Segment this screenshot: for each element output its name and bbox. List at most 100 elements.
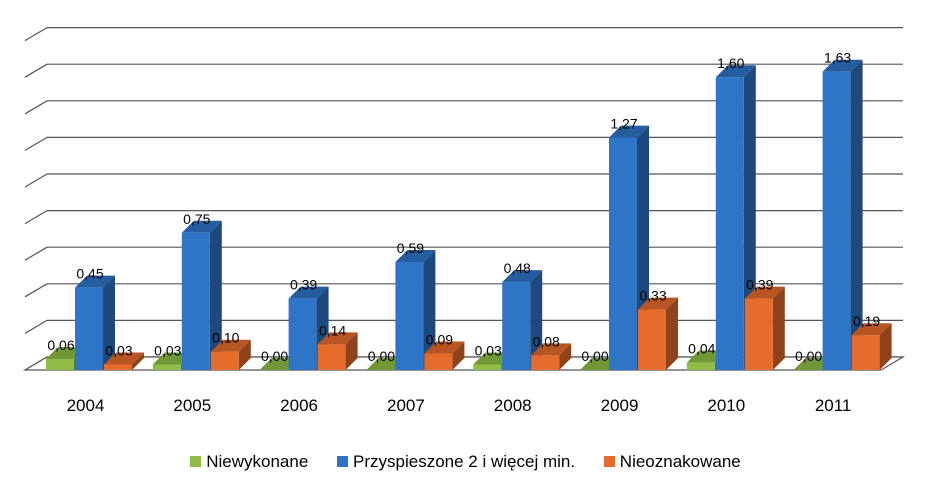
data-label: 1,27 xyxy=(610,116,637,132)
data-label: 1,63 xyxy=(824,50,851,66)
side-wall-gridline xyxy=(24,136,48,151)
bar-top xyxy=(288,286,329,299)
data-label: 0,06 xyxy=(47,337,74,353)
bar-front xyxy=(104,364,132,370)
bar-front xyxy=(424,353,453,370)
bar-side xyxy=(530,270,543,370)
bar-2004-1 xyxy=(75,275,115,370)
bar-side xyxy=(209,220,222,370)
bar-front xyxy=(210,351,239,370)
bar-top xyxy=(744,286,785,299)
bar-2006-2 xyxy=(317,332,358,370)
data-label: 0,48 xyxy=(504,260,531,276)
bar-2010-2 xyxy=(744,286,785,370)
x-axis-tick-labels: 2004 2005 2006 2007 2008 2009 2010 2011 xyxy=(67,396,852,415)
x-tick-label: 2005 xyxy=(173,396,211,415)
data-label: 0,14 xyxy=(319,322,346,338)
bar-side xyxy=(666,297,678,370)
data-label: 0,08 xyxy=(533,333,560,349)
bar-top xyxy=(104,352,144,365)
x-tick-label: 2010 xyxy=(707,396,745,415)
bar-2008-1 xyxy=(502,270,543,370)
bar-top xyxy=(424,341,465,354)
bar-top xyxy=(851,323,892,336)
legend-item-przyspieszone: Przyspieszone 2 i więcej min. xyxy=(337,452,575,472)
bar-front xyxy=(502,282,531,370)
side-wall-gridline xyxy=(24,63,48,78)
x-tick-label: 2009 xyxy=(601,396,639,415)
bars xyxy=(46,59,892,371)
bar-front xyxy=(638,309,666,370)
bar-side xyxy=(345,332,358,370)
legend-swatch-orange xyxy=(603,456,615,467)
bar-side xyxy=(559,343,572,370)
bar-side xyxy=(850,59,863,371)
bar-front xyxy=(851,335,880,370)
bar-top xyxy=(395,250,436,263)
bar-2009-2 xyxy=(638,297,678,370)
bar-2006-1 xyxy=(288,286,329,370)
bar-2005-1 xyxy=(181,220,222,370)
bar-top xyxy=(210,339,251,352)
legend-swatch-blue xyxy=(337,456,349,467)
bar-front xyxy=(395,262,424,370)
bar-top xyxy=(822,59,863,72)
bar-front xyxy=(181,232,210,370)
bar-side xyxy=(879,323,892,370)
bar-top xyxy=(502,270,543,283)
data-label: 0,09 xyxy=(426,332,453,348)
bar-side xyxy=(772,286,785,370)
side-wall-gridline xyxy=(24,246,48,261)
bar-top xyxy=(317,332,358,345)
bar-front xyxy=(46,359,74,370)
bar-front xyxy=(288,298,317,370)
bar-top xyxy=(75,275,115,288)
side-wall-gridline xyxy=(24,100,48,115)
data-label: 0,00 xyxy=(795,348,822,364)
x-tick-label: 2008 xyxy=(494,396,532,415)
legend-item-niewykonane: Niewykonane xyxy=(190,452,308,472)
bar-2007-1 xyxy=(395,250,436,370)
bar-2011-2 xyxy=(851,323,892,370)
bar-front xyxy=(317,344,346,370)
data-label: 0,04 xyxy=(688,341,715,357)
side-wall-gridline xyxy=(24,173,48,188)
bar-side xyxy=(238,339,251,370)
legend: Niewykonane Przyspieszone 2 i więcej min… xyxy=(0,452,931,472)
x-tick-label: 2004 xyxy=(67,396,105,415)
data-label: 0,00 xyxy=(261,348,288,364)
data-label: 0,03 xyxy=(475,343,502,359)
bar-2007-2 xyxy=(424,341,465,370)
x-tick-label: 2006 xyxy=(280,396,318,415)
bar-front xyxy=(822,71,851,371)
bar-front xyxy=(609,137,637,370)
data-label: 0,03 xyxy=(154,343,181,359)
bar-front xyxy=(531,355,560,370)
bar-top xyxy=(638,297,678,310)
bar-2004-2 xyxy=(104,352,144,370)
data-label: 0,19 xyxy=(853,313,880,329)
data-label: 0,39 xyxy=(746,277,773,293)
bar-side xyxy=(423,250,436,370)
bar-front xyxy=(75,287,103,370)
bar-front xyxy=(686,362,715,370)
data-label: 0,00 xyxy=(368,348,395,364)
bar-2011-1 xyxy=(822,59,863,371)
bar-front xyxy=(152,364,181,370)
bar-front xyxy=(744,298,773,370)
bar-top xyxy=(715,65,756,78)
bar-front xyxy=(715,77,744,370)
data-label: 0,59 xyxy=(397,240,424,256)
data-label: 0,75 xyxy=(183,211,210,227)
bar-front xyxy=(473,364,502,370)
bar-side xyxy=(132,352,144,370)
bar-top xyxy=(181,220,222,233)
data-labels: 0,06 0,45 0,03 0,03 0,75 0,10 0,00 0,39 0,14 0,00… xyxy=(47,50,880,364)
side-wall-gridline xyxy=(24,319,48,334)
data-label: 0,03 xyxy=(105,343,132,359)
data-label: 0,10 xyxy=(212,330,239,346)
bar-top xyxy=(609,125,649,138)
bar-2005-2 xyxy=(210,339,251,370)
legend-label: Niewykonane xyxy=(206,452,309,471)
